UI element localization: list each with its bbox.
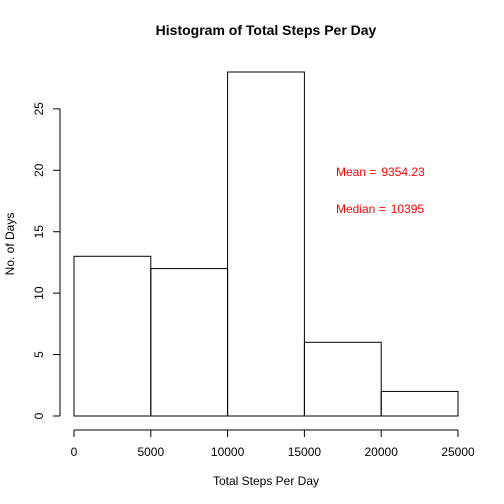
histogram-bar (74, 256, 151, 416)
y-tick-label: 25 (32, 102, 46, 116)
y-tick-label: 5 (32, 351, 46, 358)
x-tick-label: 10000 (211, 445, 245, 459)
y-tick-label: 20 (32, 163, 46, 177)
x-tick-label: 15000 (288, 445, 322, 459)
y-tick-label: 15 (32, 225, 46, 239)
y-tick-label: 0 (32, 412, 46, 419)
x-tick-label: 0 (71, 445, 78, 459)
annotation-value: 10395 (391, 202, 425, 216)
x-axis-label: Total Steps Per Day (213, 474, 319, 488)
histogram-bar (151, 269, 228, 416)
x-tick-label: 5000 (137, 445, 164, 459)
annotation-value: 9354.23 (381, 165, 425, 179)
histogram-bar (381, 391, 458, 416)
chart-title: Histogram of Total Steps Per Day (156, 22, 377, 38)
y-tick-label: 10 (32, 286, 46, 300)
annotations-group: Mean = 9354.23 Median = 10395 (336, 165, 425, 216)
bars-group (74, 72, 458, 416)
x-tick-label: 25000 (441, 445, 475, 459)
histogram-bar (228, 72, 305, 416)
y-axis-label: No. of Days (3, 213, 17, 276)
histogram-bar (304, 342, 381, 416)
x-tick-label: 20000 (365, 445, 399, 459)
y-axis: 0 5 10 15 20 25 (32, 102, 60, 419)
annotation-label: Mean = (336, 165, 376, 179)
annotation-label: Median = (336, 202, 386, 216)
x-axis: 0 5000 10000 15000 20000 25000 (71, 430, 475, 459)
